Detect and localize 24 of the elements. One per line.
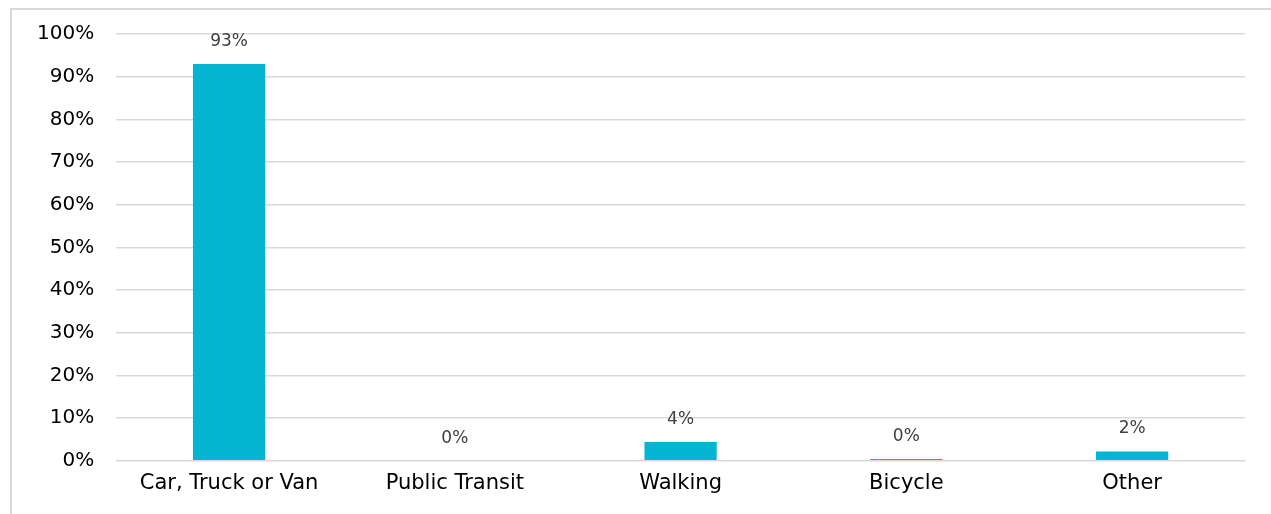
y-tick-label: 100% bbox=[36, 20, 95, 45]
y-tick-label: 30% bbox=[49, 318, 95, 343]
y-tick-label: 50% bbox=[49, 233, 95, 258]
x-tick-label: Car, Truck or Van bbox=[139, 469, 319, 494]
x-tick-label: Other bbox=[1102, 469, 1163, 494]
y-tick-label: 20% bbox=[49, 361, 95, 386]
x-tick-label: Public Transit bbox=[385, 469, 525, 494]
bar bbox=[1095, 451, 1169, 461]
bar bbox=[192, 63, 266, 461]
data-label: 93% bbox=[210, 29, 248, 50]
bar bbox=[644, 442, 717, 461]
data-label: 0% bbox=[892, 425, 920, 446]
data-label: 0% bbox=[441, 426, 469, 447]
y-tick-label: 70% bbox=[49, 148, 95, 173]
x-tick-label: Bicycle bbox=[869, 469, 944, 494]
data-label: 4% bbox=[667, 407, 695, 428]
y-tick-label: 40% bbox=[49, 276, 95, 301]
y-tick-label: 60% bbox=[49, 190, 95, 215]
data-label: 2% bbox=[1118, 417, 1146, 438]
y-tick-label: 90% bbox=[49, 62, 95, 87]
y-tick-label: 10% bbox=[49, 404, 95, 429]
y-tick-label: 80% bbox=[49, 105, 95, 130]
y-tick-label: 0% bbox=[62, 447, 95, 471]
x-tick-label: Walking bbox=[639, 469, 722, 494]
